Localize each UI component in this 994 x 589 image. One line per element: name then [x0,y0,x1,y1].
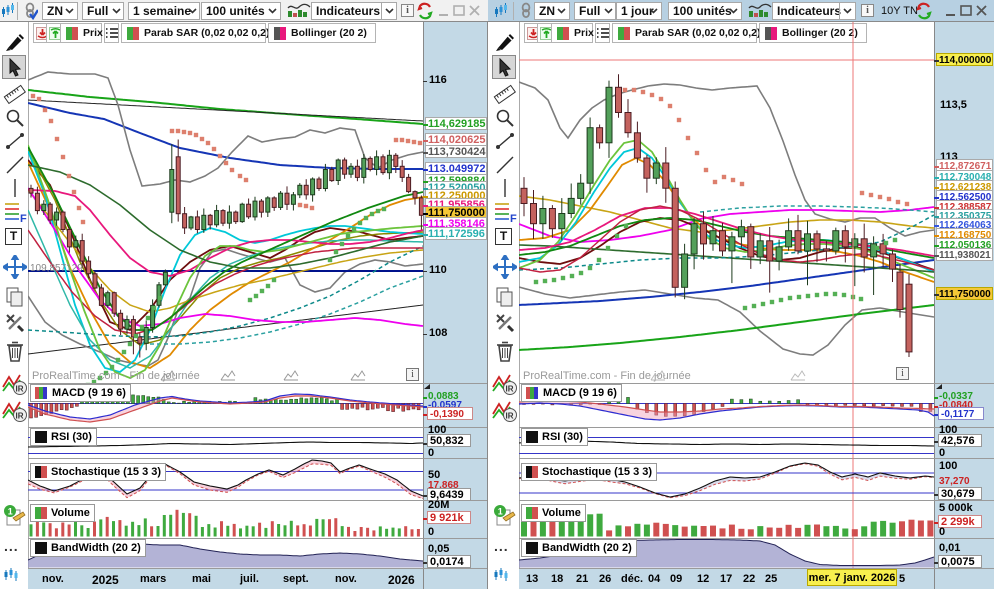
svg-text:IR: IR [16,412,24,421]
svg-text:IR: IR [506,385,514,394]
svg-text:F: F [510,213,517,223]
svg-text:IR: IR [16,385,24,394]
svg-text:1: 1 [8,507,13,517]
svg-text:1: 1 [498,507,503,517]
svg-text:IR: IR [506,412,514,421]
svg-text:F: F [20,213,27,223]
